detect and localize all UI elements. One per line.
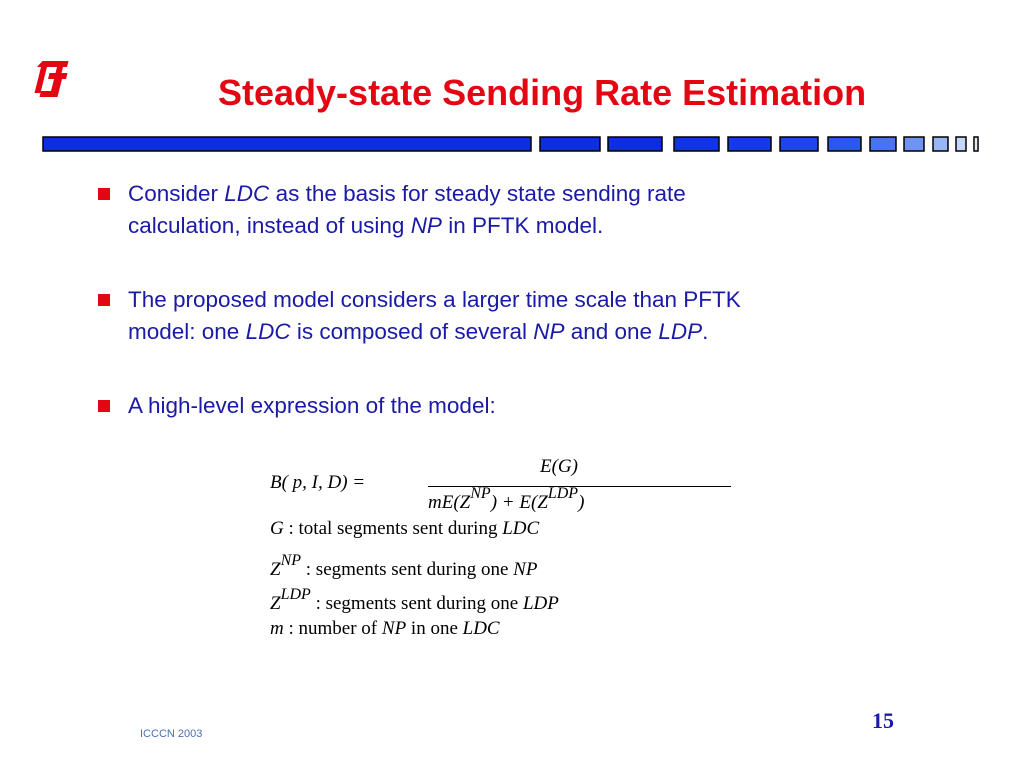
definition-text: : total segments sent during	[283, 518, 503, 539]
slide-title: Steady-state Sending Rate Estimation	[218, 72, 867, 113]
symbol: NP	[381, 618, 407, 639]
definition-text: : segments sent during one	[310, 593, 523, 614]
text: Consider	[128, 181, 225, 206]
symbol: Z	[270, 559, 281, 580]
text: in PFTK model.	[441, 213, 604, 238]
term-np: NP	[533, 319, 565, 344]
bullet-line: A high-level expression of the model:	[128, 390, 928, 422]
formula-numerator: E(G)	[540, 456, 578, 478]
fraction-bar	[428, 486, 731, 487]
term-ldc: LDC	[224, 181, 270, 206]
text: as the basis for steady state sending ra…	[269, 181, 686, 206]
bullet-list: Consider LDC as the basis for steady sta…	[98, 178, 928, 464]
lhs-text: B( p, I, D) =	[270, 472, 366, 493]
page-number: 15	[872, 708, 894, 733]
definition-text: : segments sent during one	[301, 559, 514, 580]
text: The proposed model considers a larger ti…	[128, 287, 741, 312]
symbol: G	[270, 518, 284, 539]
symbol: Z	[270, 593, 281, 614]
footer-conference: ICCCN 2003	[140, 728, 203, 740]
term-ldc: LDC	[245, 319, 291, 344]
bullet-line: model: one LDC is composed of several NP…	[128, 316, 928, 348]
definition-znp: ZNP : segments sent during one NP	[270, 552, 537, 581]
text: calculation, instead of using	[128, 213, 411, 238]
bullet-line: calculation, instead of using NP in PFTK…	[128, 210, 928, 242]
den-part: mE(Z	[428, 492, 471, 513]
bullet-item: Consider LDC as the basis for steady sta…	[98, 178, 928, 242]
bullet-marker	[98, 188, 110, 200]
den-part: ) + E(Z	[490, 492, 548, 513]
model-formula: B( p, I, D) = E(G) mE(ZNP) + E(ZLDP) G :…	[270, 456, 750, 646]
text: .	[702, 319, 709, 344]
symbol: m	[270, 618, 284, 639]
definition-text: : number of	[283, 618, 382, 639]
definition-g: G : total segments sent during LDC	[270, 518, 539, 540]
text: is composed of several	[290, 319, 534, 344]
bullet-marker	[98, 400, 110, 412]
definition-zldp: ZLDP : segments sent during one LDP	[270, 586, 559, 615]
text: model: one	[128, 319, 246, 344]
term-ldp: LDP	[658, 319, 703, 344]
den-sup: LDP	[547, 485, 579, 502]
definition-text: in one	[406, 618, 463, 639]
text: A high-level expression of the model:	[128, 393, 496, 418]
symbol: LDC	[462, 618, 500, 639]
symbol: LDC	[502, 518, 540, 539]
den-part: )	[578, 492, 585, 513]
bullet-item: A high-level expression of the model:	[98, 390, 928, 422]
bullet-line: Consider LDC as the basis for steady sta…	[128, 178, 928, 210]
title-divider	[42, 136, 979, 152]
bullet-item: The proposed model considers a larger ti…	[98, 284, 928, 348]
numerator-text: E(G)	[540, 456, 578, 477]
symbol: LDP	[522, 593, 559, 614]
bullet-line: The proposed model considers a larger ti…	[128, 284, 928, 316]
symbol: NP	[513, 559, 538, 580]
bullet-marker	[98, 294, 110, 306]
definition-m: m : number of NP in one LDC	[270, 618, 500, 640]
text: and one	[564, 319, 659, 344]
symbol-sup: NP	[280, 552, 302, 569]
symbol-sup: LDP	[280, 586, 311, 603]
den-sup: NP	[470, 485, 491, 502]
term-np: NP	[410, 213, 442, 238]
university-logo	[34, 61, 69, 97]
formula-denominator: mE(ZNP) + E(ZLDP)	[428, 485, 584, 514]
formula-lhs: B( p, I, D) =	[270, 472, 365, 494]
